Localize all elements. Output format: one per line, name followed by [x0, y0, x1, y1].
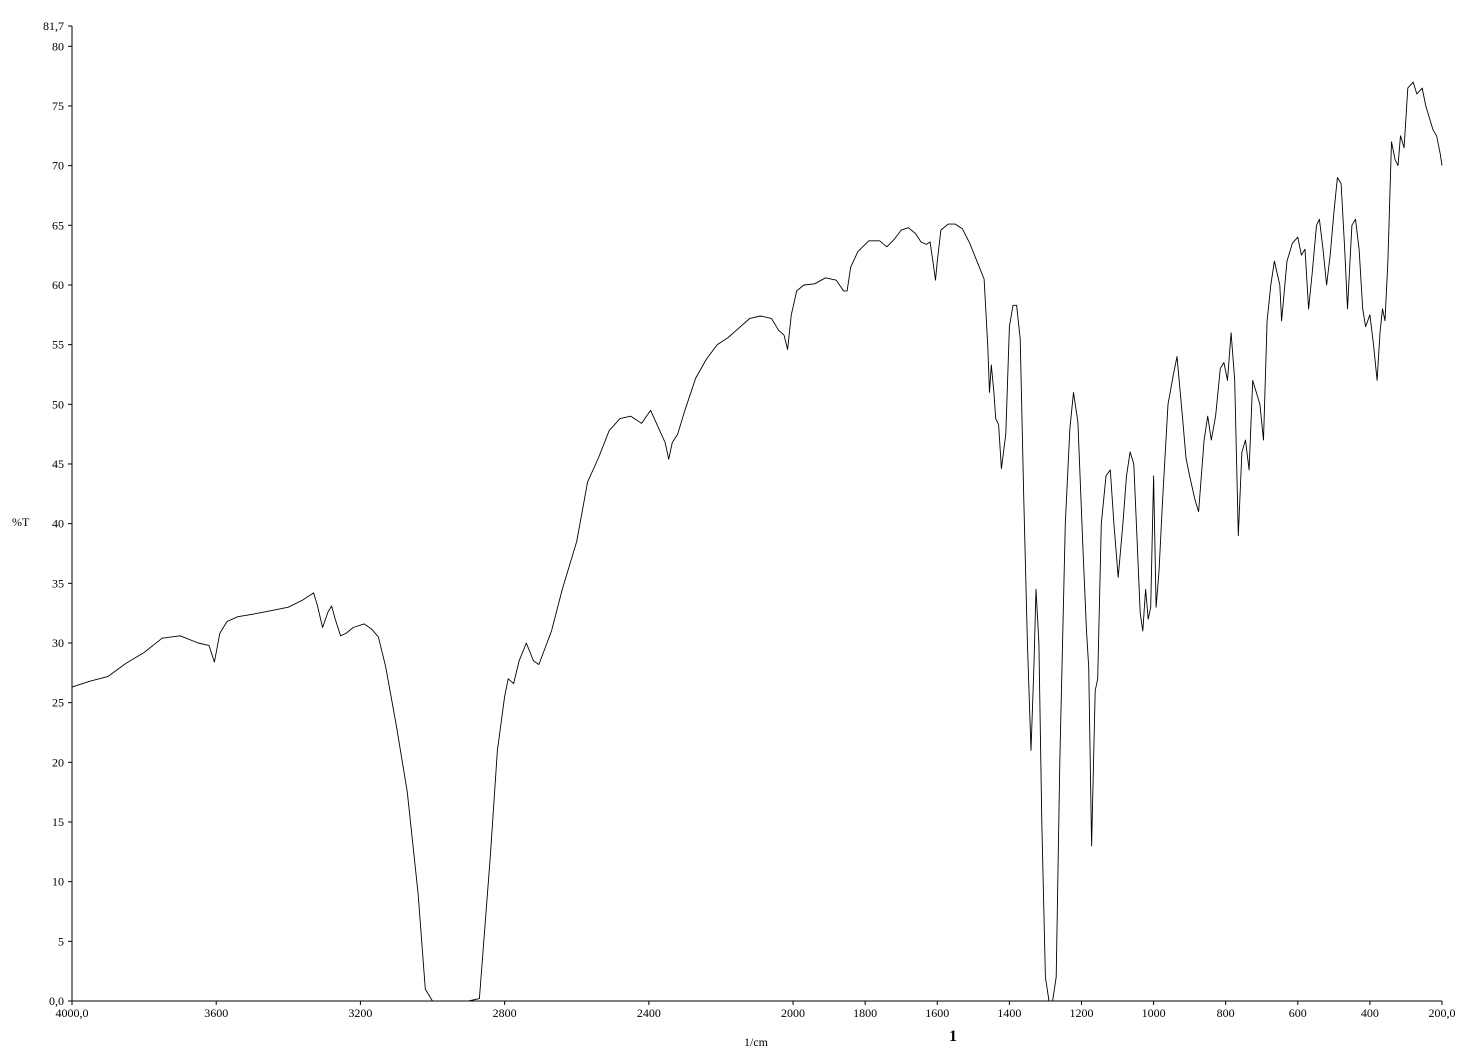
x-tick-label: 600 — [1289, 1006, 1307, 1020]
y-tick-label: 15 — [52, 815, 64, 829]
y-axis-title: %T — [12, 515, 30, 529]
x-tick-label: 400 — [1361, 1006, 1379, 1020]
y-tick-label: 81,7 — [43, 19, 64, 33]
y-tick-label: 20 — [52, 755, 64, 769]
axes — [71, 26, 1442, 1002]
x-tick-label: 800 — [1217, 1006, 1235, 1020]
x-tick-label: 200,0 — [1429, 1006, 1456, 1020]
y-tick-label: 55 — [52, 338, 64, 352]
y-tick-label: 30 — [52, 636, 64, 650]
y-tick-label: 0,0 — [49, 994, 64, 1008]
y-tick-label: 10 — [52, 875, 64, 889]
y-tick-label: 60 — [52, 278, 64, 292]
x-tick-label: 2800 — [493, 1006, 517, 1020]
x-tick-label: 1800 — [853, 1006, 877, 1020]
x-tick-label: 2400 — [637, 1006, 661, 1020]
x-tick-label: 2000 — [781, 1006, 805, 1020]
y-tick-label: 75 — [52, 99, 64, 113]
x-tick-label: 4000,0 — [56, 1006, 89, 1020]
y-tick-label: 80 — [52, 39, 64, 53]
x-tick-label: 3200 — [348, 1006, 372, 1020]
x-tick-label: 1000 — [1142, 1006, 1166, 1020]
tick-labels: 4000,0 3600 3200 2800 2400 2000 1800 1600 1400 12… — [43, 19, 1456, 1020]
y-tick-label: 70 — [52, 159, 64, 173]
series — [71, 81, 1443, 1002]
superscript-mark: 1 — [949, 1028, 957, 1045]
y-tick-label: 40 — [52, 517, 64, 531]
x-tick-label: 1600 — [925, 1006, 949, 1020]
x-axis-title: 1/cm — [744, 1035, 769, 1049]
x-tick-label: 1400 — [997, 1006, 1021, 1020]
y-tick-label: 35 — [52, 576, 64, 590]
x-tick-label: 1200 — [1069, 1006, 1093, 1020]
y-tick-label: 50 — [52, 397, 64, 411]
spectrum-line — [71, 81, 1443, 1002]
y-tick-label: 5 — [58, 934, 64, 948]
x-tick-label: 3600 — [204, 1006, 228, 1020]
y-tick-label: 65 — [52, 218, 64, 232]
y-tick-label: 45 — [52, 457, 64, 471]
y-tick-label: 25 — [52, 696, 64, 710]
